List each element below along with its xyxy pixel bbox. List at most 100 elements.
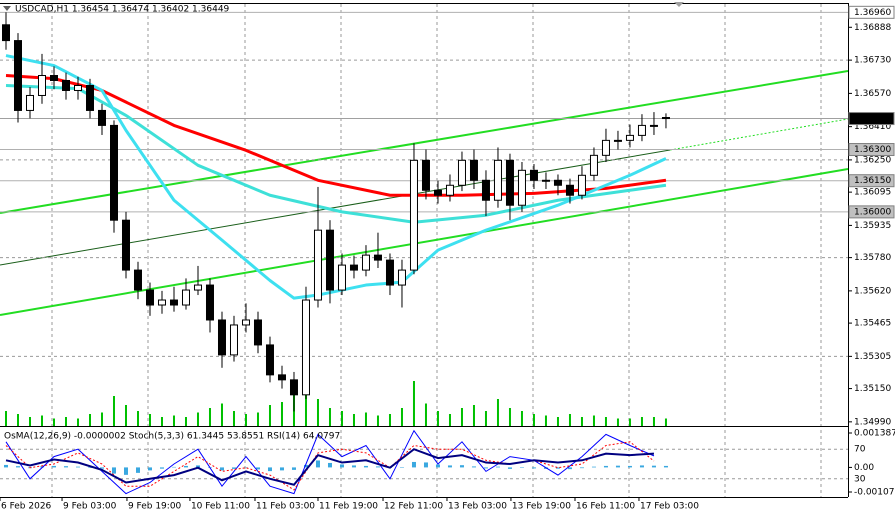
candle-body (649, 124, 658, 127)
osma-bar (15, 466, 20, 468)
osma-bar (423, 462, 428, 468)
oscillator-line (5, 448, 655, 486)
y-tick-label: -0.001072 (854, 488, 895, 498)
volume-bar (568, 414, 571, 426)
osma-bar (291, 467, 296, 470)
volume-bar (580, 417, 583, 426)
indicator-title: OsMA(12,26,9) -0.0000002 Stoch(5,3,3) 61… (4, 432, 340, 442)
candle-body (109, 124, 118, 221)
volume-bar (520, 411, 523, 426)
volume-bar (628, 418, 631, 426)
volume-bar (448, 414, 451, 426)
osma-bar (483, 467, 488, 469)
osma-bar (267, 467, 272, 472)
osma-bar (459, 465, 464, 468)
osma-bar (471, 466, 476, 468)
x-tick-label: 9 Feb 03:00 (63, 502, 117, 512)
candle-body (601, 139, 610, 156)
y-tick-label: 1.35620 (854, 286, 891, 296)
candle-body (505, 159, 514, 206)
candle-body (481, 179, 490, 201)
y-tick-label: 1.36570 (854, 89, 891, 99)
volume-bar (172, 415, 175, 426)
candle-body (337, 264, 346, 291)
candle-body (457, 159, 466, 186)
candle-body (637, 124, 646, 136)
volume-bar (76, 418, 79, 426)
candle-body (277, 374, 286, 381)
osma-bar (195, 465, 200, 468)
y-tick-label: 1.36095 (854, 188, 891, 198)
volume-bar (316, 399, 319, 426)
osma-bar (447, 465, 452, 468)
oscillator-line (5, 441, 655, 491)
candle-body (25, 94, 34, 111)
osma-bar (3, 464, 8, 468)
x-tick-label: 13 Feb 03:00 (448, 502, 507, 512)
volume-bar (460, 408, 463, 426)
osma-bar (183, 465, 188, 468)
volume-bar (412, 381, 415, 426)
volume-bar (532, 414, 535, 426)
volume-bar (640, 417, 643, 426)
y-tick-label: 1.36730 (854, 56, 891, 66)
osma-bar (579, 467, 584, 469)
y-tick-label: 1.35150 (854, 384, 891, 394)
volume-bar (208, 408, 211, 426)
volume-bar (160, 417, 163, 426)
candle-body (169, 299, 178, 306)
volume-bar (652, 417, 655, 426)
y2-tick-label: 70 (854, 445, 866, 455)
candle-body (145, 289, 154, 306)
osma-bar (303, 464, 308, 468)
osma-bar (639, 465, 644, 468)
candle-body (529, 169, 538, 181)
volume-bar (112, 396, 115, 426)
osma-bar (63, 466, 68, 468)
osma-bar (231, 467, 236, 469)
y-tick-label: 1.35935 (854, 221, 891, 231)
volume-bar (52, 418, 55, 426)
candle-body (361, 254, 370, 271)
candle-body (85, 84, 94, 111)
osma-bar (135, 467, 140, 473)
osma-bar (531, 467, 536, 469)
osma-bar (51, 465, 56, 468)
price-label: 1.36449 (854, 114, 891, 124)
candle-body (265, 344, 274, 376)
channel-upper (0, 70, 848, 214)
osma-bar (615, 465, 620, 468)
volume-bar (340, 411, 343, 426)
candle-body (193, 284, 202, 291)
candle-body (1, 24, 10, 42)
y-tick-label: 1.34990 (854, 417, 891, 427)
osma-bar (399, 467, 404, 468)
osma-bar (363, 465, 368, 468)
osma-bar (327, 462, 332, 468)
y2-tick-label: 30 (854, 474, 866, 484)
y-tick-label: 1.36250 (854, 155, 891, 165)
candle-body (577, 174, 586, 196)
price-panel (0, 11, 848, 426)
y-tick-label: 1.35305 (854, 352, 891, 362)
osma-bar (507, 467, 512, 469)
osma-bar (627, 465, 632, 468)
osma-bar (411, 461, 416, 468)
volume-bar (40, 415, 43, 426)
volume-bar (664, 418, 667, 426)
price-label: 1.36300 (854, 145, 891, 155)
price-label: 1.36000 (854, 207, 891, 217)
candle-body (385, 259, 394, 286)
y-tick-label: 0.00 (854, 463, 874, 473)
chart-title: USDCAD,H1 1.36454 1.36474 1.36402 1.3644… (15, 5, 230, 15)
osma-bar (159, 467, 164, 469)
candle-body (13, 40, 22, 111)
price-label-box (848, 174, 895, 188)
osma-bar (375, 466, 380, 468)
volume-bar (196, 412, 199, 426)
candle-body (73, 84, 82, 91)
x-tick-label: 6 Feb 2026 (1, 502, 52, 512)
volume-bar (508, 408, 511, 426)
volume-bar (4, 411, 7, 426)
